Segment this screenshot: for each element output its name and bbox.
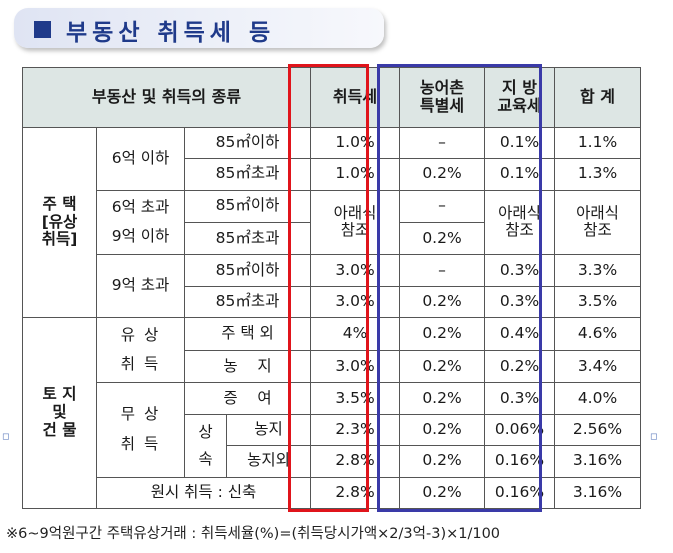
rural-tax-cell: – <box>399 189 486 223</box>
acq-tax-cell: 3.0% <box>310 285 401 319</box>
total-cell: 1.1% <box>554 126 642 160</box>
rural-tax-cell: 0.2% <box>399 349 486 384</box>
acq-tax-cell: 아래식 참조 <box>310 189 401 256</box>
acq-tax-cell: 2.8% <box>310 445 401 478</box>
table-row: 농지외 2.8% 0.2% 0.16% 3.16% <box>23 445 642 478</box>
table-row: 원시 취득 : 신축 2.8% 0.2% 0.16% 3.16% <box>23 476 642 509</box>
edu-tax-cell: 0.1% <box>484 158 556 191</box>
table-row: 무 상 취 득 증 여 3.5% 0.2% 0.3% 4.0% <box>23 382 642 478</box>
tax-rate-table: 부동산 및 취득의 종류 취득세 농어촌 특별세 지 방 교육세 합 계 주 택… <box>21 67 642 509</box>
edu-tax-cell: 0.16% <box>484 476 556 509</box>
right-edge-marker-icon: ◻ <box>650 432 658 442</box>
edu-tax-cell: 0.3% <box>484 382 556 415</box>
type-label: 농 지 <box>183 349 312 384</box>
square-bullet-icon <box>34 21 51 38</box>
table-row: 농 지 3.0% 0.2% 0.2% 3.4% <box>23 349 642 384</box>
edu-tax-cell: 0.2% <box>484 349 556 384</box>
header-category: 부동산 및 취득의 종류 <box>21 67 312 128</box>
acq-tax-cell: 3.5% <box>310 382 401 415</box>
left-edge-marker-icon: ◻ <box>2 432 10 442</box>
land-category-label: 토 지 및 건 물 <box>22 317 97 509</box>
title-banner: 부동산 취득세 등 <box>14 8 384 48</box>
total-cell: 4.6% <box>554 317 642 351</box>
house-tier-over-900m: 9억 초과 <box>96 254 185 319</box>
total-cell: 1.3% <box>554 158 642 191</box>
free-acquisition-label: 무 상 취 득 <box>96 382 185 478</box>
header-acquisition-tax: 취득세 <box>310 67 401 128</box>
total-cell: 3.16% <box>554 445 642 478</box>
header-rural-special-tax: 농어촌 특별세 <box>399 67 486 128</box>
acq-tax-cell: 4% <box>310 317 401 351</box>
house-tier-under-600m: 6억 이하 <box>96 126 185 191</box>
edu-tax-cell: 아래식 참조 <box>484 189 556 256</box>
paid-acquisition-label: 유 상 취 득 <box>96 317 185 384</box>
type-label: 농지외 <box>225 445 312 478</box>
rural-tax-cell: 0.2% <box>399 476 486 509</box>
rural-tax-cell: – <box>399 126 486 160</box>
rural-tax-cell: 0.2% <box>399 382 486 415</box>
edu-tax-cell: 0.16% <box>484 445 556 478</box>
rural-tax-cell: 0.2% <box>399 285 486 319</box>
acq-tax-cell: 2.3% <box>310 413 401 447</box>
inheritance-label: 상 속 <box>184 413 227 478</box>
footnote: ※6~9억원구간 주택유상거래 : 취득세율(%)=(취득당시가액×2/3억-3… <box>6 526 501 542</box>
type-label: 증 여 <box>183 382 312 415</box>
edu-tax-cell: 0.3% <box>484 285 556 319</box>
acq-tax-cell: 1.0% <box>310 158 401 191</box>
rural-tax-cell: 0.2% <box>399 158 486 191</box>
type-label: 농지 <box>225 413 312 447</box>
total-cell: 2.56% <box>554 413 642 447</box>
table-row: 85㎡초과 1.0% 0.2% 0.1% 1.3% <box>23 158 642 191</box>
size-label: 85㎡이하 <box>183 126 312 160</box>
total-cell: 3.16% <box>554 476 642 509</box>
table-row: 주 택 [유상 취득] 6억 이하 85㎡이하 1.0% – 0.1% 1.1% <box>22 126 642 319</box>
size-label: 85㎡이하 <box>183 254 312 287</box>
size-label: 85㎡초과 <box>183 221 312 256</box>
total-cell: 3.5% <box>554 285 642 319</box>
original-acquisition-label: 원시 취득 : 신축 <box>95 476 312 509</box>
total-cell: 3.3% <box>554 254 642 287</box>
total-cell: 3.4% <box>554 349 642 384</box>
edu-tax-cell: 0.06% <box>484 413 556 447</box>
size-label: 85㎡이하 <box>183 189 312 223</box>
acq-tax-cell: 2.8% <box>310 476 401 509</box>
size-label: 85㎡초과 <box>183 285 312 319</box>
table-header-row: 부동산 및 취득의 종류 취득세 농어촌 특별세 지 방 교육세 합 계 <box>21 67 642 128</box>
rural-tax-cell: 0.2% <box>399 317 486 351</box>
total-cell: 4.0% <box>554 382 642 415</box>
rural-tax-cell: 0.2% <box>399 445 486 478</box>
page-title: 부동산 취득세 등 <box>66 20 276 46</box>
total-cell: 아래식 참조 <box>554 189 642 256</box>
table-row: 토 지 및 건 물 유 상 취 득 주 택 외 4% 0.2% 0.4% 4.6… <box>22 317 642 509</box>
house-category-label: 주 택 [유상 취득] <box>22 126 97 319</box>
size-label: 85㎡초과 <box>183 158 312 191</box>
house-tier-600m-900m: 6억 초과 9억 이하 <box>96 189 185 256</box>
rural-tax-cell: 0.2% <box>399 413 486 447</box>
table-row: 6억 초과 9억 이하 85㎡이하 아래식 참조 – 아래식 참조 아래식 참조 <box>23 189 642 256</box>
header-total: 합 계 <box>554 67 642 128</box>
table-row: 9억 초과 85㎡이하 3.0% – 0.3% 3.3% <box>23 254 642 319</box>
acq-tax-cell: 1.0% <box>310 126 401 160</box>
acq-tax-cell: 3.0% <box>310 349 401 384</box>
edu-tax-cell: 0.1% <box>484 126 556 160</box>
type-label: 주 택 외 <box>183 317 312 351</box>
edu-tax-cell: 0.3% <box>484 254 556 287</box>
rural-tax-cell: 0.2% <box>399 221 486 256</box>
edu-tax-cell: 0.4% <box>484 317 556 351</box>
table-row: 상 속 농지 2.3% 0.2% 0.06% 2.56% <box>23 413 642 478</box>
rural-tax-cell: – <box>399 254 486 287</box>
acq-tax-cell: 3.0% <box>310 254 401 287</box>
header-local-education-tax: 지 방 교육세 <box>484 67 556 128</box>
